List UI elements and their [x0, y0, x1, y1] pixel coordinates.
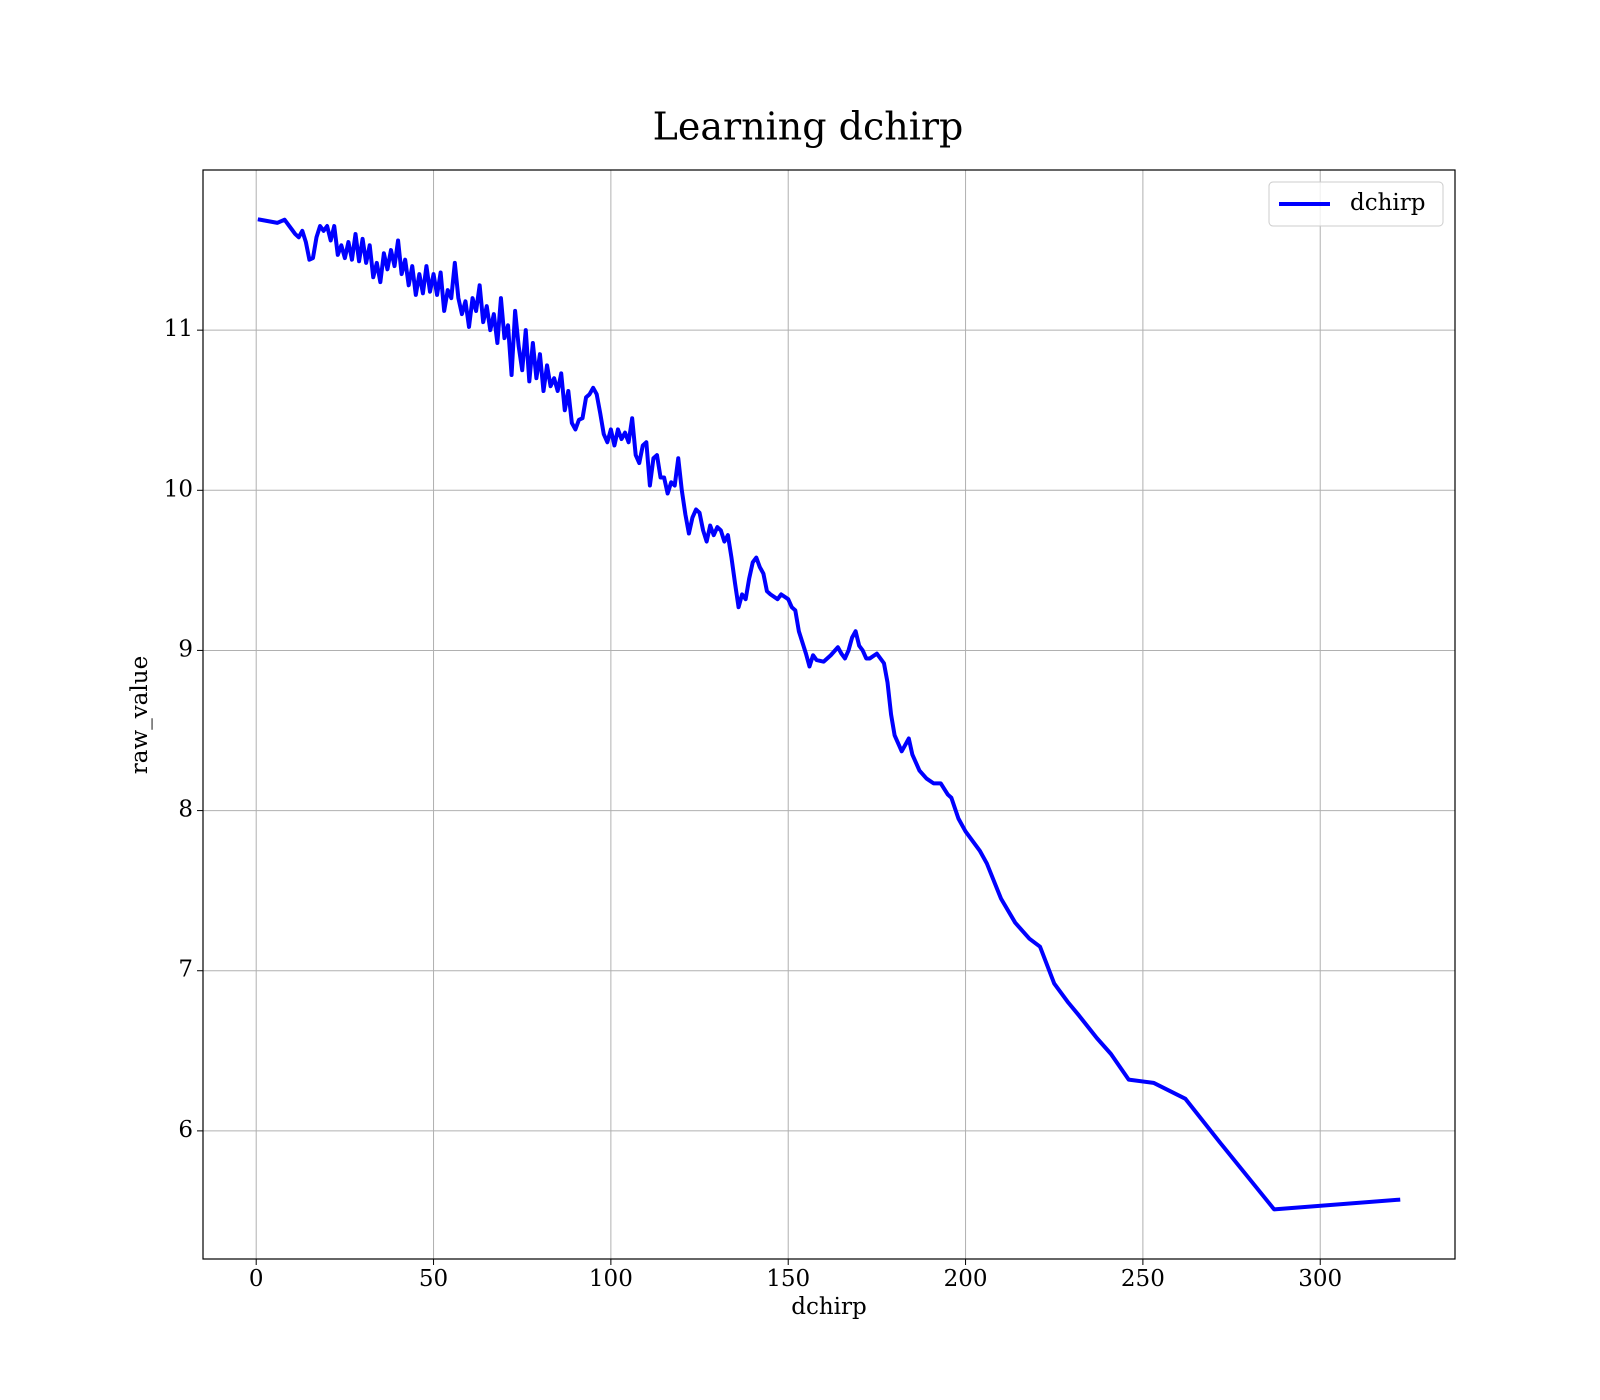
y-tick-label: 8 [178, 797, 193, 823]
y-axis-label: raw_value [127, 656, 153, 774]
y-tick-label: 11 [164, 316, 193, 342]
y-tick-label: 6 [178, 1117, 193, 1143]
x-tick-label: 200 [944, 1266, 988, 1292]
x-tick-label: 300 [1298, 1266, 1342, 1292]
x-tick-label: 0 [249, 1266, 264, 1292]
plot-frame [202, 169, 1456, 1260]
x-tick-label: 150 [766, 1266, 810, 1292]
legend-label: dchirp [1350, 190, 1426, 216]
x-tick-label: 100 [589, 1266, 633, 1292]
x-tick-label: 250 [1121, 1266, 1165, 1292]
data-line [257, 217, 1401, 1212]
y-tick-label: 10 [164, 476, 193, 502]
y-tick-label: 7 [178, 957, 193, 983]
legend-box [1268, 181, 1444, 227]
chart-title: Learning dchirp [653, 105, 964, 149]
x-tick-label: 50 [419, 1266, 448, 1292]
y-tick-label: 9 [178, 636, 193, 662]
x-axis-label: dchirp [791, 1294, 867, 1320]
